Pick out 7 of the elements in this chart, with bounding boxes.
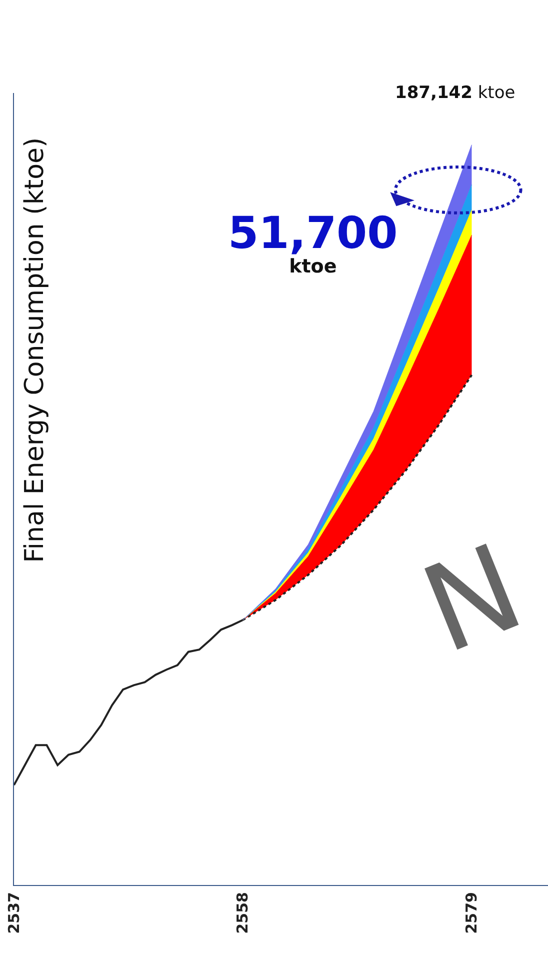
x-tick-label: 2537 (4, 892, 23, 934)
x-tick-label: 2579 (462, 892, 481, 934)
text: 187,142 ktoe (395, 83, 516, 103)
annotation: N (405, 518, 540, 681)
y-axis-title: Final Energy Consumption (ktoe) (20, 137, 50, 563)
annotation: 51,700 ktoe (228, 208, 398, 278)
x-tick-label: 2558 (234, 892, 252, 934)
